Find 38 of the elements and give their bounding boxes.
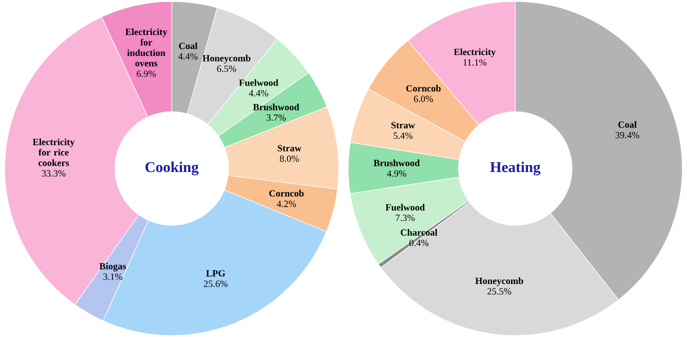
data-label: 4.2% [276,200,296,208]
data-label: 4.9% [387,170,406,177]
data-label: 4.4% [248,90,268,96]
slice-label: Corncob [269,190,304,197]
data-label: 7.3% [396,214,415,222]
slice-label: Honeycomb [475,277,524,286]
data-label: 8.0% [280,155,299,162]
data-label: 39.4% [616,132,640,138]
slice-label: LPG [206,270,226,277]
text: Cooking [145,162,199,176]
data-label: 25.5% [487,288,512,295]
slice-label: Biogas [99,262,126,272]
slice-label: Charcoal [400,229,438,236]
data-label: 6.5% [217,65,236,72]
slice-label: Electricity for rice cookers [32,138,75,166]
data-label: 25.6% [204,280,228,288]
slice-label: Fuelwood [386,204,425,211]
slice-label: Straw [278,145,302,152]
slice-label: Electricity [454,48,496,58]
data-label: 3.1% [103,273,122,280]
slice-label: Brushwood [374,160,420,166]
slice-label: Straw [391,122,416,128]
slice-label: Coal [618,121,637,128]
data-label: 0.4% [409,240,428,246]
data-label: 5.4% [394,132,412,139]
data-label: 6.0% [414,96,433,102]
data-label: 6.9% [136,70,156,77]
data-label: 4.4% [178,53,198,60]
slice-label: Corncob [406,84,441,92]
data-label: 3.7% [266,114,286,121]
slice-label: Coal [179,42,198,50]
slice-label: Honeycomb [202,54,250,64]
data-label: 33.3% [42,170,66,177]
text: Heating [490,162,540,176]
slice-label: Brushwood [253,104,300,110]
data-label: 11.1% [464,59,486,66]
slice-label: Fuelwood [239,79,278,86]
slice-label: Electricity for induction ovens [125,28,168,66]
